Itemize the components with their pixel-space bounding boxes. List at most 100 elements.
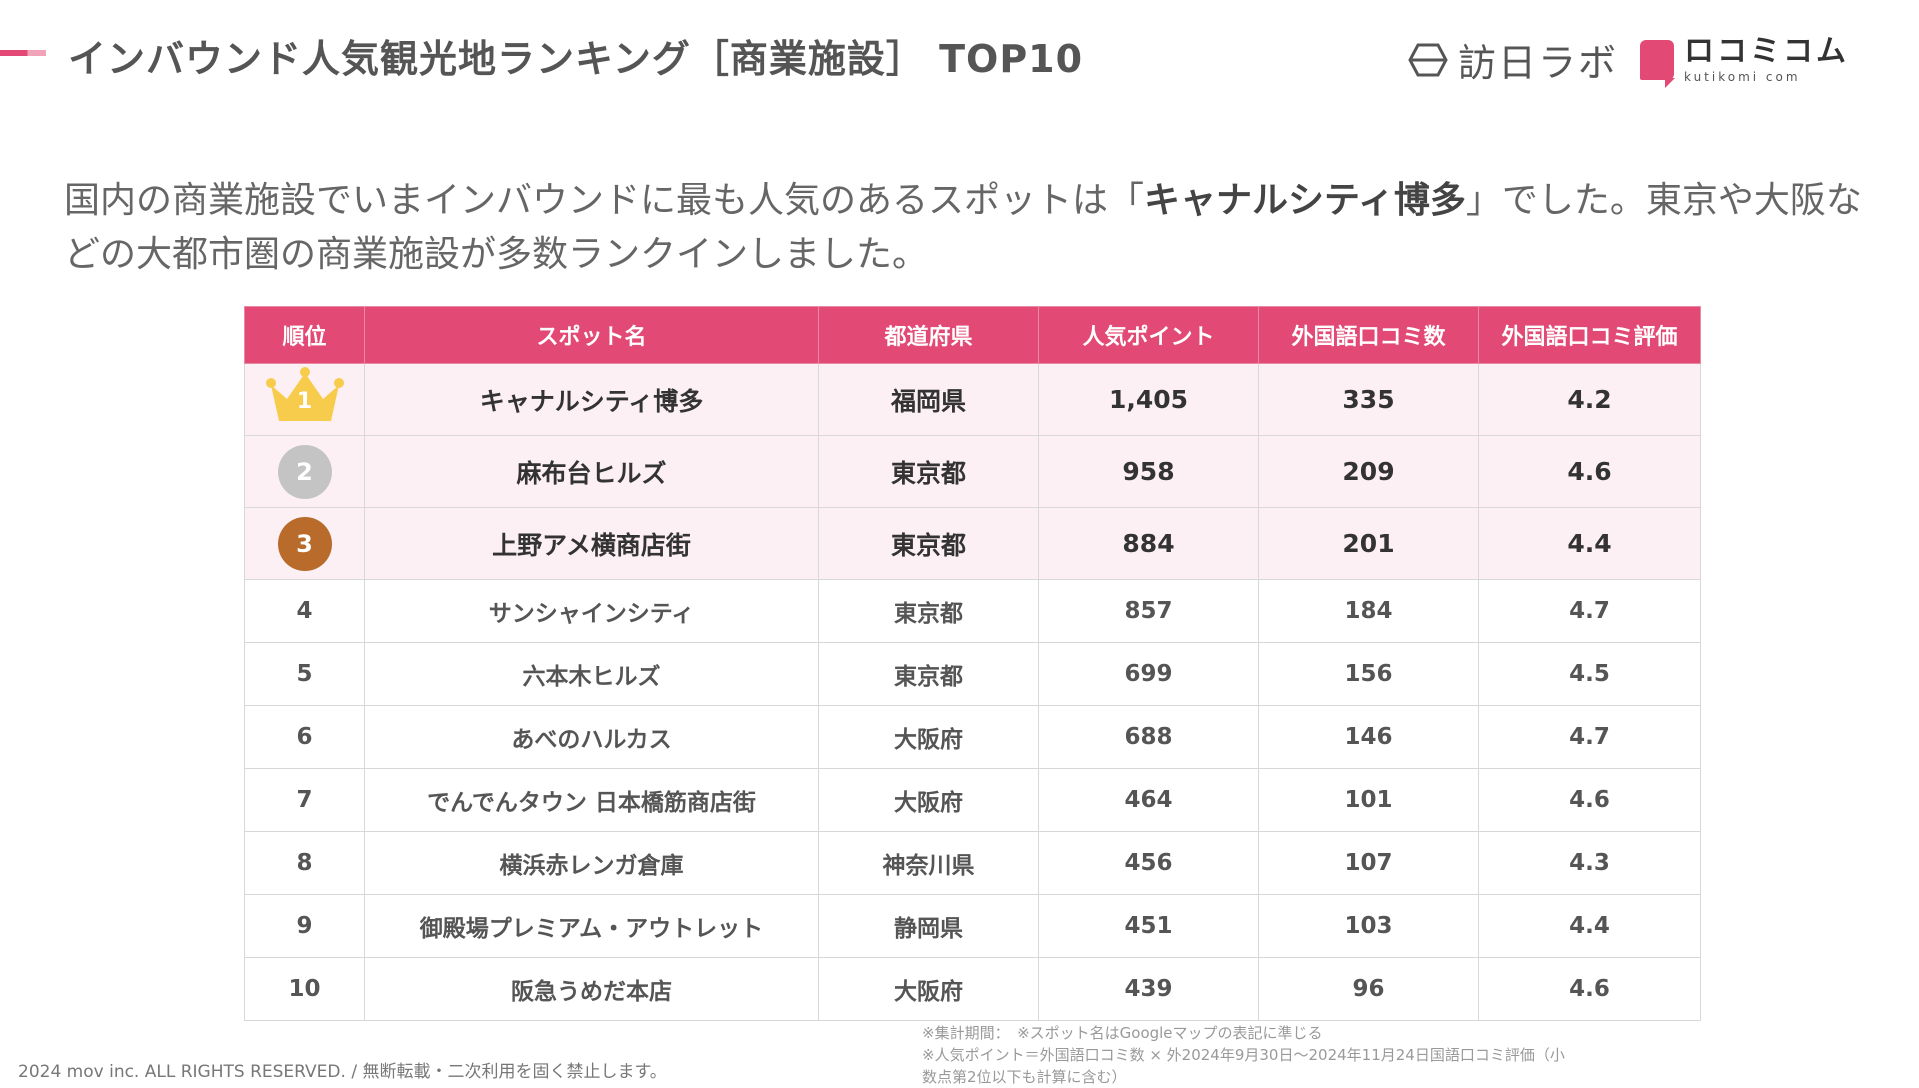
- prefecture-cell: 大阪府: [818, 768, 1039, 832]
- prefecture-cell: 東京都: [818, 642, 1039, 706]
- table-row: 9 御殿場プレミアム・アウトレット 静岡県 451 103 4.4: [244, 894, 1701, 958]
- spot-name-cell: 横浜赤レンガ倉庫: [364, 831, 819, 895]
- accent-bar: [0, 50, 46, 56]
- review-rating-cell: 4.2: [1478, 363, 1701, 436]
- rank-cell: 9: [244, 894, 365, 958]
- prefecture-cell: 東京都: [818, 579, 1039, 643]
- points-cell: 688: [1038, 705, 1259, 769]
- ranking-table: 順位 スポット名 都道府県 人気ポイント 外国語口コミ数 外国語口コミ評価 1: [244, 306, 1701, 1021]
- rank-cell: 7: [244, 768, 365, 832]
- spot-name-cell: 上野アメ横商店街: [364, 507, 819, 580]
- review-rating-cell: 4.7: [1478, 705, 1701, 769]
- review-rating-cell: 4.6: [1478, 768, 1701, 832]
- prefecture-cell: 東京都: [818, 507, 1039, 580]
- spot-name-cell: 阪急うめだ本店: [364, 957, 819, 1021]
- prefecture-cell: 神奈川県: [818, 831, 1039, 895]
- rank-cell: 4: [244, 579, 365, 643]
- review-count-cell: 103: [1258, 894, 1479, 958]
- rank-cell: 6: [244, 705, 365, 769]
- header-rank: 順位: [244, 306, 365, 364]
- review-count-cell: 335: [1258, 363, 1479, 436]
- review-rating-cell: 4.3: [1478, 831, 1701, 895]
- houjin-labo-text: 訪日ラボ: [1457, 41, 1618, 85]
- table-row: 3 上野アメ横商店街 東京都 884 201 4.4: [244, 507, 1701, 580]
- kuchikomi-logo: ロコミコム kutikomi com: [1640, 33, 1849, 88]
- table-row: 2 麻布台ヒルズ 東京都 958 209 4.6: [244, 435, 1701, 508]
- header-points: 人気ポイント: [1038, 306, 1259, 364]
- review-count-cell: 107: [1258, 831, 1479, 895]
- lead-paragraph: 国内の商業施設でいまインバウンドに最も人気のあるスポットは「キャナルシティ博多」…: [64, 174, 1884, 282]
- lead-text-after: 」でした。東京や大阪などの大都市圏の商業施設が多数ランクインしました。: [64, 180, 1862, 275]
- table-row: 8 横浜赤レンガ倉庫 神奈川県 456 107 4.3: [244, 831, 1701, 895]
- speech-bubble-icon: [1640, 39, 1675, 88]
- review-count-cell: 101: [1258, 768, 1479, 832]
- hexagon-icon: [1408, 43, 1448, 76]
- table-header-row: 順位 スポット名 都道府県 人気ポイント 外国語口コミ数 外国語口コミ評価: [244, 306, 1701, 364]
- review-count-cell: 209: [1258, 435, 1479, 508]
- footnote-line: ※人気ポイント＝外国語口コミ数 × 外2024年9月30日〜2024年11月24…: [922, 1046, 1565, 1064]
- spot-name-cell: キャナルシティ博多: [364, 363, 819, 436]
- review-rating-cell: 4.7: [1478, 579, 1701, 643]
- table-row: 7 でんでんタウン 日本橋筋商店街 大阪府 464 101 4.6: [244, 768, 1701, 832]
- points-cell: 1,405: [1038, 363, 1259, 436]
- points-cell: 884: [1038, 507, 1259, 580]
- rank-cell: 5: [244, 642, 365, 706]
- table-row: 6 あべのハルカス 大阪府 688 146 4.7: [244, 705, 1701, 769]
- gold-crown-icon: 1: [265, 366, 345, 427]
- prefecture-cell: 大阪府: [818, 705, 1039, 769]
- prefecture-cell: 大阪府: [818, 957, 1039, 1021]
- table-row: 4 サンシャインシティ 東京都 857 184 4.7: [244, 579, 1701, 643]
- prefecture-cell: 福岡県: [818, 363, 1039, 436]
- footnotes: ※集計期間： ※スポット名はGoogleマップの表記に準じる ※人気ポイント＝外…: [922, 1022, 1642, 1088]
- table-row: 5 六本木ヒルズ 東京都 699 156 4.5: [244, 642, 1701, 706]
- spot-name-cell: 六本木ヒルズ: [364, 642, 819, 706]
- kuchikomi-subtext: kutikomi com: [1684, 69, 1801, 84]
- rank-number: 1: [296, 388, 313, 414]
- points-cell: 857: [1038, 579, 1259, 643]
- spot-name-cell: あべのハルカス: [364, 705, 819, 769]
- lead-highlight: キャナルシティ博多: [1144, 180, 1466, 221]
- review-rating-cell: 4.6: [1478, 957, 1701, 1021]
- kuchikomi-text: ロコミコム: [1684, 33, 1849, 69]
- spot-name-cell: でんでんタウン 日本橋筋商店街: [364, 768, 819, 832]
- bronze-medal-icon: 3: [277, 516, 332, 571]
- rank-cell: 2: [244, 435, 365, 508]
- points-cell: 451: [1038, 894, 1259, 958]
- review-rating-cell: 4.5: [1478, 642, 1701, 706]
- points-cell: 439: [1038, 957, 1259, 1021]
- review-count-cell: 146: [1258, 705, 1479, 769]
- lead-text-before: 国内の商業施設でいまインバウンドに最も人気のあるスポットは「: [64, 180, 1145, 221]
- silver-medal-icon: 2: [277, 444, 332, 499]
- review-count-cell: 96: [1258, 957, 1479, 1021]
- logo-area: 訪日ラボ ロコミコム kutikomi com: [1408, 32, 1849, 88]
- header-spot-name: スポット名: [364, 306, 819, 364]
- review-count-cell: 201: [1258, 507, 1479, 580]
- footnote-line: ※集計期間： ※スポット名はGoogleマップの表記に準じる: [922, 1024, 1323, 1042]
- table-row: 10 阪急うめだ本店 大阪府 439 96 4.6: [244, 957, 1701, 1021]
- points-cell: 699: [1038, 642, 1259, 706]
- points-cell: 464: [1038, 768, 1259, 832]
- prefecture-cell: 静岡県: [818, 894, 1039, 958]
- points-cell: 456: [1038, 831, 1259, 895]
- header-prefecture: 都道府県: [818, 306, 1039, 364]
- review-rating-cell: 4.4: [1478, 894, 1701, 958]
- points-cell: 958: [1038, 435, 1259, 508]
- header-review-rating: 外国語口コミ評価: [1478, 306, 1701, 364]
- rank-cell: 3: [244, 507, 365, 580]
- rank-cell: 1: [244, 363, 365, 436]
- prefecture-cell: 東京都: [818, 435, 1039, 508]
- spot-name-cell: 御殿場プレミアム・アウトレット: [364, 894, 819, 958]
- footnote-line: 数点第2位以下も計算に含む）: [922, 1068, 1127, 1086]
- copyright-notice: 2024 mov inc. ALL RIGHTS RESERVED. / 無断転…: [18, 1062, 667, 1082]
- header-review-count: 外国語口コミ数: [1258, 306, 1479, 364]
- review-rating-cell: 4.4: [1478, 507, 1701, 580]
- table-row: 1 キャナルシティ博多 福岡県 1,405 335 4.2: [244, 363, 1701, 436]
- spot-name-cell: サンシャインシティ: [364, 579, 819, 643]
- rank-cell: 10: [244, 957, 365, 1021]
- review-count-cell: 184: [1258, 579, 1479, 643]
- houjin-labo-logo: 訪日ラボ: [1408, 32, 1618, 87]
- rank-cell: 8: [244, 831, 365, 895]
- review-count-cell: 156: [1258, 642, 1479, 706]
- spot-name-cell: 麻布台ヒルズ: [364, 435, 819, 508]
- review-rating-cell: 4.6: [1478, 435, 1701, 508]
